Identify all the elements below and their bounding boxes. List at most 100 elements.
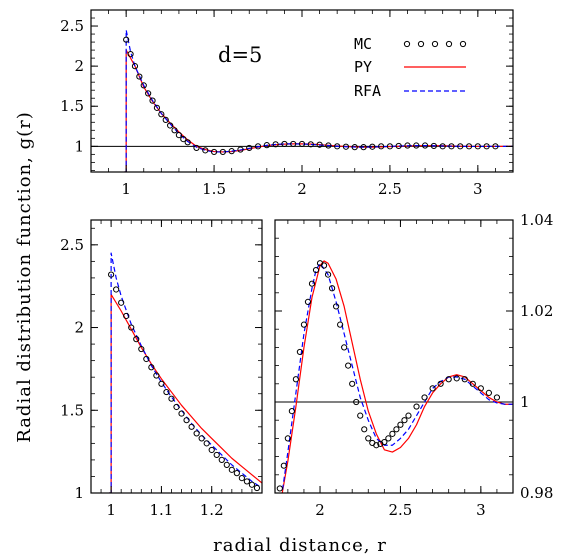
legend-marker-mc	[403, 40, 411, 48]
mc-point	[429, 385, 436, 392]
mc-point	[133, 336, 140, 343]
mc-point	[325, 142, 332, 149]
mc-point	[378, 143, 385, 150]
mc-point	[320, 262, 328, 269]
legend-marker-mc	[417, 40, 425, 48]
panel-annotation: d=5	[218, 43, 262, 67]
x-tick-label: 1.2	[200, 501, 224, 519]
mc-point	[308, 280, 316, 287]
mc-point	[263, 142, 270, 149]
mc-point	[223, 461, 230, 468]
mc-point	[163, 388, 170, 396]
mc-point	[334, 143, 341, 150]
mc-point	[168, 395, 175, 402]
mc-point	[213, 451, 220, 459]
mc-point	[341, 344, 348, 351]
mc-point	[381, 438, 388, 446]
mc-point	[386, 143, 394, 150]
x-tick-label: 1.5	[202, 180, 226, 198]
mc-point	[128, 324, 135, 331]
mc-point	[307, 141, 314, 148]
x-tick-label: 1	[106, 501, 116, 519]
mc-point	[477, 385, 484, 392]
mc-point	[272, 141, 279, 148]
mc-point	[113, 286, 120, 293]
mc-point	[304, 298, 312, 305]
x-tick-label: 3	[473, 180, 483, 198]
y-tick-label: 1	[520, 393, 530, 411]
legend-marker-mc	[459, 40, 467, 48]
mc-point	[421, 394, 428, 401]
mc-point	[243, 478, 251, 485]
y-tick-label: 1.5	[60, 97, 84, 115]
mc-point	[228, 466, 235, 473]
mc-point	[167, 122, 174, 129]
mc-point	[233, 470, 240, 477]
mc-point	[469, 380, 476, 387]
mc-point	[254, 143, 262, 150]
panel-frame	[90, 219, 263, 494]
mc-point	[158, 111, 165, 118]
mc-point	[219, 148, 226, 156]
mc-point	[404, 142, 411, 149]
mc-point	[300, 321, 308, 328]
mc-point	[143, 355, 150, 363]
mc-point	[448, 143, 455, 150]
mc-point	[123, 312, 130, 320]
mc-point	[158, 380, 165, 387]
mc-point	[290, 140, 297, 148]
mc-point	[162, 116, 169, 123]
mc-point	[328, 285, 336, 292]
mc-point	[145, 90, 152, 97]
mc-point	[365, 435, 372, 442]
mc-point	[108, 271, 115, 278]
y-tick-label: 2.5	[60, 236, 84, 254]
mc-point	[437, 380, 444, 387]
mc-point	[474, 143, 481, 150]
plot-area	[123, 29, 513, 172]
mc-point	[118, 299, 125, 306]
mc-point	[413, 403, 420, 410]
mc-point	[178, 410, 185, 417]
mc-point	[357, 412, 364, 419]
legend-marker-mc	[431, 40, 439, 48]
legend-marker-mc	[445, 40, 453, 48]
plot-area	[108, 252, 262, 493]
x-tick-label: 1.1	[149, 501, 173, 519]
mc-point	[353, 398, 360, 406]
mc-point	[485, 389, 492, 396]
mc-point	[439, 143, 446, 150]
mc-point	[413, 142, 420, 149]
x-tick-label: 3	[476, 501, 486, 519]
y-axis-title: Radial distribution function, g(r)	[14, 111, 35, 443]
y-tick-label: 1	[74, 484, 84, 502]
mc-point	[138, 345, 145, 353]
mc-point	[281, 140, 288, 148]
mc-point	[493, 394, 501, 401]
y-tick-label: 1.04	[520, 211, 553, 229]
rfa-curve	[109, 252, 262, 493]
mc-point	[198, 435, 205, 442]
mc-point	[316, 141, 323, 148]
plot-area	[276, 260, 513, 493]
mc-point	[123, 36, 130, 43]
legend-label-mc: MC	[354, 35, 372, 53]
mc-point	[180, 136, 187, 143]
x-tick-label: 1	[121, 180, 131, 198]
mc-point	[148, 364, 155, 371]
mc-point	[445, 376, 452, 383]
mc-point	[296, 348, 304, 356]
mc-point	[483, 143, 490, 150]
rfa-curve	[281, 262, 513, 493]
mc-point	[369, 143, 376, 150]
legend: MC PY RFA	[354, 35, 467, 100]
x-tick-label: 2	[315, 501, 325, 519]
y-tick-label: 0.98	[520, 484, 553, 502]
y-tick-label: 2.5	[60, 17, 84, 35]
mc-point	[248, 481, 256, 488]
y-tick-label: 2	[74, 57, 84, 75]
mc-point	[421, 142, 429, 149]
mc-point	[140, 82, 147, 89]
mc-point	[193, 430, 200, 437]
